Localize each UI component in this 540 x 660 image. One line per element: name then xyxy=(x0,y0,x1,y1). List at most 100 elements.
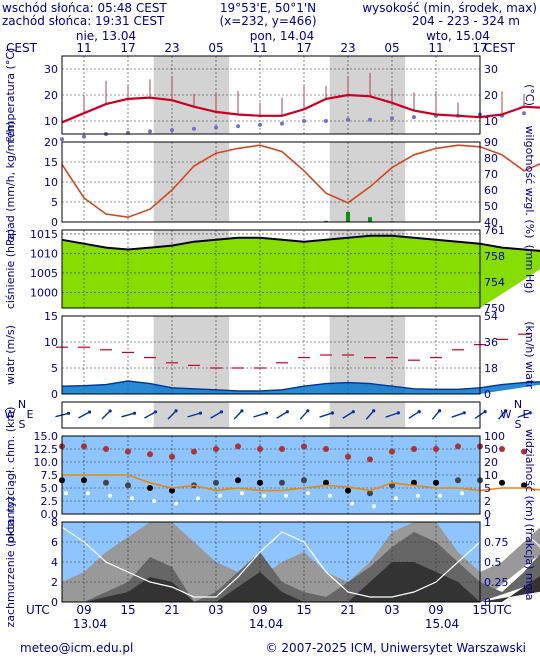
precipitation-bar xyxy=(346,212,350,222)
wind-arrow-head xyxy=(351,410,355,414)
dewpoint-marker xyxy=(302,119,306,123)
wind-arrow xyxy=(517,412,531,418)
cloud-low-marker xyxy=(240,491,244,496)
y-tick-label-right: 70 xyxy=(484,168,498,181)
y-tick-label: 5 xyxy=(51,362,58,375)
y-tick-label-right: 80 xyxy=(484,152,498,165)
y-axis-label: temperatura (°C) xyxy=(4,48,17,143)
y-tick-label-right: 758 xyxy=(484,250,505,263)
y-tick-label: 1010 xyxy=(30,247,58,260)
y-tick-label-right: 5 xyxy=(484,482,491,495)
cloud-top-marker xyxy=(147,451,153,458)
bottom-tick-label: 21 xyxy=(164,603,179,617)
cloud-top-marker xyxy=(257,446,263,452)
cloud-top-marker xyxy=(301,443,307,450)
wind-arrow-head xyxy=(438,409,442,413)
cloud-top-marker xyxy=(81,443,87,450)
dewpoint-marker xyxy=(214,125,218,130)
panel-border xyxy=(61,55,481,135)
night-band xyxy=(153,402,230,428)
y-tick-label: 30 xyxy=(44,63,58,76)
elevation-values: 204 - 223 - 324 m xyxy=(412,14,520,28)
cloud-top-marker xyxy=(213,446,219,452)
wind-arrow-head xyxy=(240,409,244,413)
y-tick-label: 0 xyxy=(51,596,58,609)
day-label: nie, 13.04 xyxy=(76,29,136,43)
bottom-tick-label: 09 xyxy=(252,603,267,617)
compass-label: W xyxy=(5,408,16,421)
y-tick-label-right: 50 xyxy=(484,443,498,456)
y-tick-label-right: 30 xyxy=(484,63,498,76)
y-axis-label-right: (°C) xyxy=(523,84,536,106)
y-axis-label: ciśnienie (hPa) xyxy=(4,229,17,309)
bottom-date-label: 14.04 xyxy=(249,617,283,631)
wind-arrow-head xyxy=(483,409,487,414)
y-tick-label: 20 xyxy=(44,89,58,102)
top-zone-right: CEST xyxy=(484,41,516,55)
y-tick-label: 4 xyxy=(51,556,58,569)
cloud-top-marker xyxy=(323,446,329,452)
email-link[interactable]: meteo@icm.edu.pl xyxy=(20,641,133,655)
wind-arrow-head xyxy=(264,411,269,415)
cloud-base-marker xyxy=(103,479,109,486)
wind-arrow-head xyxy=(462,411,466,415)
panel-wind: 0 5 10 15 0 18 36 54 wiatr (m/s) (km/h) wiatr xyxy=(4,310,540,401)
y-tick-label: 1000 xyxy=(30,286,58,299)
y-tick-label: 15.0 xyxy=(34,430,59,443)
cloud-base-marker xyxy=(323,479,329,486)
cloud-top-marker xyxy=(345,453,351,460)
y-tick-label-right: 10 xyxy=(484,115,498,128)
dewpoint-marker xyxy=(148,129,152,134)
cloud-top-marker xyxy=(169,453,175,460)
y-axis-label-right: (mm Hg) xyxy=(523,245,536,294)
y-tick-label-right: 754 xyxy=(484,276,505,289)
top-tick-label: 23 xyxy=(164,41,179,55)
panel-border xyxy=(61,401,481,429)
cloud-low-marker xyxy=(108,493,112,498)
y-tick-label-right: 10 xyxy=(484,469,498,482)
wind-arrow-head xyxy=(132,411,137,415)
cloud-low-marker xyxy=(350,501,354,506)
y-tick-label: 15 xyxy=(44,156,58,169)
panel-background xyxy=(62,402,480,428)
y-axis-label-right: (frakcja) mgła xyxy=(523,524,536,601)
bottom-tick-label: 09 xyxy=(428,603,443,617)
dewpoint-marker xyxy=(192,126,196,131)
y-tick-label: 2 xyxy=(51,576,58,589)
dewpoint-marker xyxy=(258,122,262,127)
y-tick-label-right: 40 xyxy=(484,216,498,229)
cloud-base-marker xyxy=(433,479,439,486)
wind-arrow xyxy=(342,411,354,419)
pressure-area xyxy=(62,235,540,308)
cloud-top-marker xyxy=(433,446,439,452)
cloud-low-marker xyxy=(174,501,178,506)
y-tick-label-right: 18 xyxy=(484,362,498,375)
y-tick-label-right: 0 xyxy=(484,508,491,521)
wind-arrow-head xyxy=(330,411,334,415)
bottom-tick-label: 15 xyxy=(472,603,487,617)
wind-arrow xyxy=(121,412,135,418)
wind-arrow xyxy=(365,410,375,420)
y-tick-label-right: 0 xyxy=(484,596,491,609)
cloud-top-marker xyxy=(191,448,197,455)
wind-arrow-head xyxy=(396,411,400,415)
wind-arrow-head xyxy=(285,410,289,414)
top-tick-label: 17 xyxy=(296,41,311,55)
bottom-tick-label: 21 xyxy=(340,603,355,617)
cloud-base-marker xyxy=(301,477,307,484)
top-tick-label: 11 xyxy=(428,41,443,55)
bottom-tick-label: 03 xyxy=(208,603,223,617)
wind-arrow xyxy=(233,410,243,420)
dewpoint-marker xyxy=(236,124,240,129)
top-tick-label: 17 xyxy=(472,41,487,55)
compass-label: E xyxy=(27,408,34,421)
day-label: wto, 15.04 xyxy=(426,29,490,43)
wind-arrow-head xyxy=(198,411,203,415)
y-tick-label-right: 54 xyxy=(484,310,498,323)
cloud-low-marker xyxy=(196,496,200,501)
wind-arrow xyxy=(497,410,507,420)
cloud-top-marker xyxy=(411,446,417,452)
y-axis-label: zachmurzenie (oktanty) xyxy=(4,496,17,627)
y-tick-label: 7.5 xyxy=(41,469,59,482)
